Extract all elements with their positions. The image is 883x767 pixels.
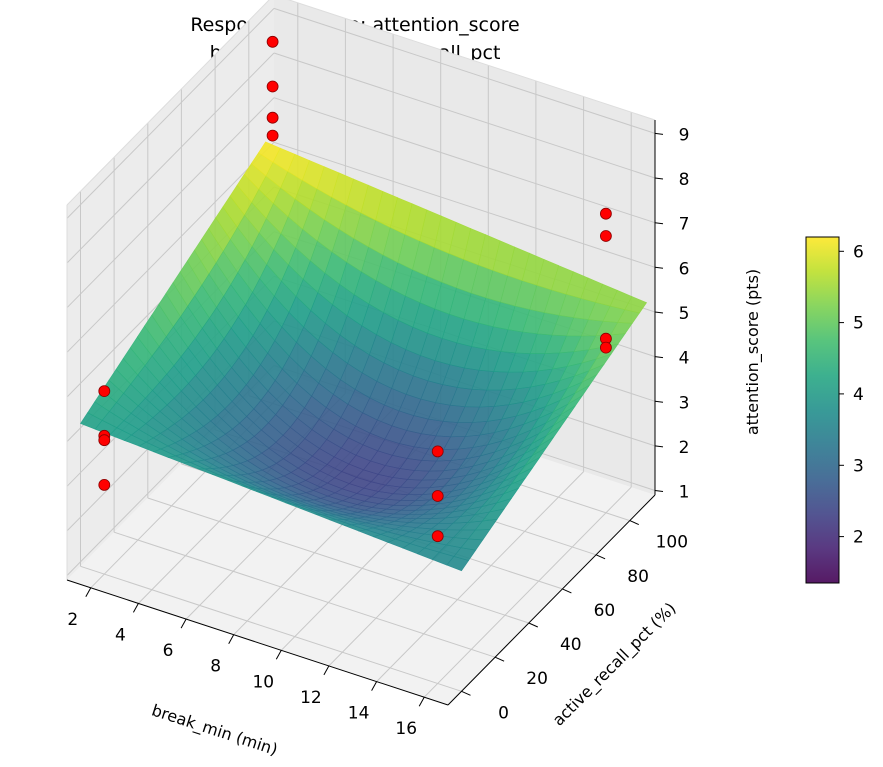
x-tick-mark: [275, 650, 282, 660]
y-tick-label: 60: [594, 601, 616, 621]
x-axis-line: [66, 579, 449, 706]
x-tick-label: 8: [210, 657, 221, 677]
z-tick-mark: [654, 177, 664, 180]
data-point: [431, 490, 444, 502]
floor-grid-line: [147, 497, 529, 624]
data-point: [266, 80, 279, 93]
z-tick-label: 3: [679, 393, 690, 413]
data-point: [600, 207, 612, 220]
x-tick-label: 16: [395, 719, 417, 739]
z-tick-label: 5: [679, 304, 690, 324]
x-tick-label: 2: [67, 610, 78, 630]
y-tick-mark: [494, 656, 505, 662]
surface-facet: [624, 296, 648, 314]
x-tick-label: 12: [300, 688, 322, 708]
colorbar-scale: [805, 236, 840, 584]
y-tick-mark: [562, 588, 572, 594]
z-tick-mark: [654, 490, 664, 492]
floor-grid-line: [376, 471, 584, 682]
y-tick-label: 0: [498, 703, 509, 723]
z-tick-mark: [654, 132, 664, 135]
wall-grid-line: [66, 141, 275, 353]
x-tick-mark: [228, 634, 235, 644]
x-tick-mark: [418, 696, 425, 707]
data-points: [98, 35, 612, 543]
data-point: [98, 478, 111, 491]
y-tick-label: 40: [560, 635, 582, 655]
pane-edge: [287, 0, 656, 121]
x-tick-label: 14: [348, 704, 370, 724]
z-tick-label: 8: [679, 170, 690, 190]
data-point: [98, 434, 111, 447]
x-tick-label: 4: [115, 625, 126, 645]
x-tick-mark: [323, 665, 330, 676]
back-grid-line: [273, 52, 656, 179]
floor-grid-line: [423, 486, 632, 698]
x-tick-mark: [85, 587, 92, 598]
x-tick-label: 10: [252, 672, 274, 692]
x-tick-mark: [180, 618, 187, 629]
x-tick-mark: [132, 603, 139, 613]
y-tick-mark: [629, 520, 640, 526]
colorbar-tick-label: 3: [853, 456, 864, 476]
back-grid-line: [273, 141, 656, 268]
z-tick-mark: [654, 222, 664, 225]
data-point: [98, 385, 111, 398]
z-tick-label: 7: [679, 215, 690, 235]
data-point: [600, 230, 612, 242]
y-tick-label: 80: [627, 567, 649, 587]
wall-grid-line: [66, 97, 275, 309]
y-tick-mark: [528, 622, 539, 628]
z-tick-mark: [654, 356, 664, 359]
y-tick-mark: [461, 690, 471, 696]
data-point: [266, 35, 279, 48]
colorbar-tick-label: 4: [853, 385, 864, 405]
colorbar-tick-label: 2: [853, 528, 864, 548]
data-point: [266, 111, 279, 124]
z-tick-label: 9: [679, 125, 690, 145]
z-tick-mark: [654, 400, 664, 403]
back-grid-line: [273, 97, 656, 224]
floor-grid-line: [113, 531, 496, 658]
z-tick-mark: [654, 266, 664, 269]
y-tick-label: 20: [526, 669, 548, 689]
data-point: [431, 445, 444, 458]
data-point: [600, 341, 612, 354]
data-point: [431, 530, 444, 543]
wall-grid-line: [66, 8, 275, 219]
data-point: [266, 129, 279, 142]
y-tick-label: 100: [656, 533, 688, 553]
pane-edge: [66, 0, 270, 206]
floor-grid-line: [80, 565, 462, 692]
x-axis-label: break_min (min): [149, 700, 280, 760]
wall-grid-line: [66, 52, 275, 264]
z-tick-label: 6: [679, 259, 690, 279]
colorbar: 2 3 4 5 6: [805, 236, 864, 584]
y-tick-mark: [595, 554, 606, 560]
back-grid-line: [273, 7, 656, 134]
colorbar-tick-label: 6: [853, 242, 864, 262]
colorbar-tick-label: 5: [853, 314, 864, 334]
z-tick-label: 4: [679, 349, 690, 369]
z-tick-mark: [654, 445, 664, 448]
z-tick-mark: [654, 311, 664, 314]
z-axis-label: attention_score (pts): [743, 269, 763, 435]
x-tick-mark: [371, 681, 378, 691]
z-tick-label: 2: [679, 438, 690, 458]
x-tick-label: 6: [163, 641, 174, 661]
y-axis-line: [447, 494, 656, 706]
z-tick-label: 1: [679, 483, 690, 503]
response-surface: [80, 141, 648, 572]
